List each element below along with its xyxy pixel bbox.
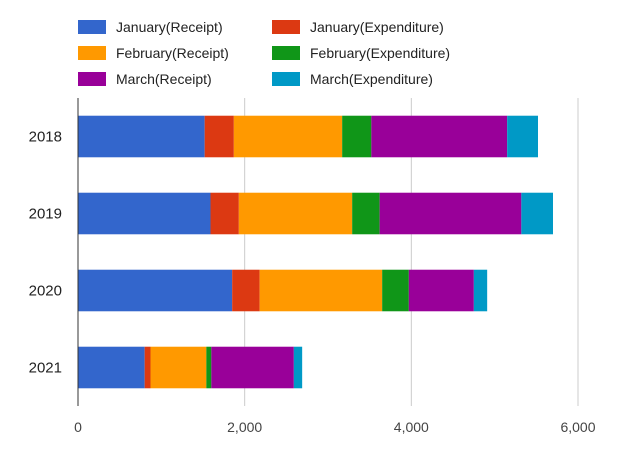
- legend-label: February(Receipt): [116, 45, 229, 61]
- legend-swatch: [78, 72, 106, 86]
- legend-item[interactable]: February(Receipt): [78, 45, 229, 61]
- x-tick-label: 2,000: [227, 419, 262, 435]
- legend-item[interactable]: March(Expenditure): [272, 71, 433, 87]
- legend-item[interactable]: January(Receipt): [78, 19, 223, 35]
- bar-segment[interactable]: [150, 346, 207, 389]
- bar-segment[interactable]: [382, 269, 409, 312]
- x-tick-label: 6,000: [560, 419, 595, 435]
- bar-segment[interactable]: [379, 192, 522, 235]
- bar-segment[interactable]: [210, 192, 239, 235]
- bar-segment[interactable]: [259, 269, 383, 312]
- bar-segment[interactable]: [78, 192, 211, 235]
- bar-segment[interactable]: [144, 346, 151, 389]
- legend-item[interactable]: February(Expenditure): [272, 45, 450, 61]
- legend-label: March(Expenditure): [310, 71, 433, 87]
- bar-segment[interactable]: [238, 192, 353, 235]
- legend-swatch: [78, 20, 106, 34]
- legend-item[interactable]: January(Expenditure): [272, 19, 444, 35]
- bar-segment[interactable]: [204, 115, 234, 158]
- legend-label: February(Expenditure): [310, 45, 450, 61]
- bars: [78, 115, 553, 389]
- bar-segment[interactable]: [78, 115, 205, 158]
- bar-segment[interactable]: [293, 346, 303, 389]
- bar-segment[interactable]: [233, 115, 343, 158]
- legend-item[interactable]: March(Receipt): [78, 71, 212, 87]
- axes: 2018 2019 2020 2021 0 2,000 4,000 6,000: [29, 98, 596, 435]
- bar-segment[interactable]: [408, 269, 474, 312]
- y-tick-label: 2018: [29, 129, 62, 146]
- legend-swatch: [78, 46, 106, 60]
- bar-segment[interactable]: [473, 269, 488, 312]
- legend-swatch: [272, 46, 300, 60]
- y-tick-label: 2021: [29, 360, 62, 377]
- x-tick-label: 4,000: [394, 419, 429, 435]
- bar-segment[interactable]: [521, 192, 553, 235]
- bar-segment[interactable]: [211, 346, 294, 389]
- legend-label: March(Receipt): [116, 71, 212, 87]
- bar-segment[interactable]: [371, 115, 508, 158]
- legend: January(Receipt) January(Expenditure) Febr…: [78, 19, 450, 87]
- bar-segment[interactable]: [342, 115, 372, 158]
- legend-swatch: [272, 72, 300, 86]
- y-tick-label: 2019: [29, 206, 62, 223]
- legend-swatch: [272, 20, 300, 34]
- y-tick-label: 2020: [29, 283, 62, 300]
- bar-segment[interactable]: [206, 346, 212, 389]
- bar-segment[interactable]: [232, 269, 260, 312]
- legend-label: January(Expenditure): [310, 19, 444, 35]
- bar-segment[interactable]: [352, 192, 380, 235]
- bar-segment[interactable]: [507, 115, 538, 158]
- bar-segment[interactable]: [78, 346, 145, 389]
- bar-segment[interactable]: [78, 269, 233, 312]
- x-tick-label: 0: [74, 419, 82, 435]
- legend-label: January(Receipt): [116, 19, 223, 35]
